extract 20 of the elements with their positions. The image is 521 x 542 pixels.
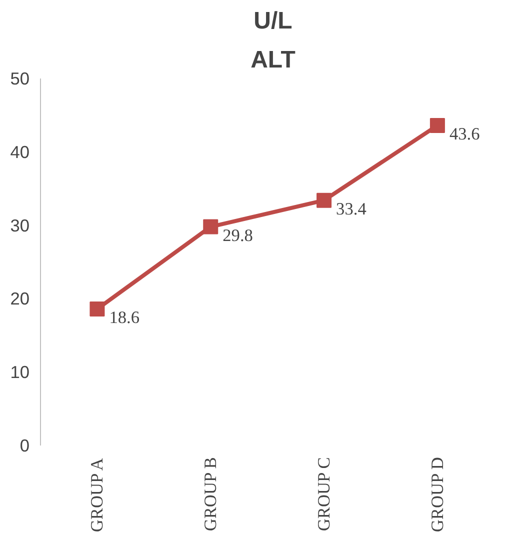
data-label: 29.8 bbox=[222, 226, 253, 245]
data-label: 18.6 bbox=[109, 308, 140, 327]
point bbox=[430, 118, 445, 133]
point bbox=[316, 192, 332, 208]
y-tick-label: 0 bbox=[20, 436, 30, 456]
point bbox=[90, 301, 105, 316]
chart-subtitle: ALT bbox=[250, 46, 296, 74]
y-tick-label: 30 bbox=[10, 215, 30, 236]
y-tick-label: 20 bbox=[10, 288, 30, 309]
x-tick-label: GROUP C bbox=[314, 457, 334, 532]
y-tick-label: 10 bbox=[10, 362, 30, 382]
data-label: 33.4 bbox=[336, 199, 367, 218]
y-tick-label: 50 bbox=[10, 68, 30, 88]
point bbox=[203, 219, 218, 234]
x-tick-label: GROUP B bbox=[201, 457, 220, 532]
y-tick-label: 40 bbox=[10, 142, 30, 162]
data-label: 43.6 bbox=[449, 124, 480, 144]
chart-title: U/L bbox=[254, 8, 292, 34]
x-tick-label: GROUP A bbox=[88, 458, 107, 532]
x-tick-label: GROUP D bbox=[428, 457, 447, 532]
